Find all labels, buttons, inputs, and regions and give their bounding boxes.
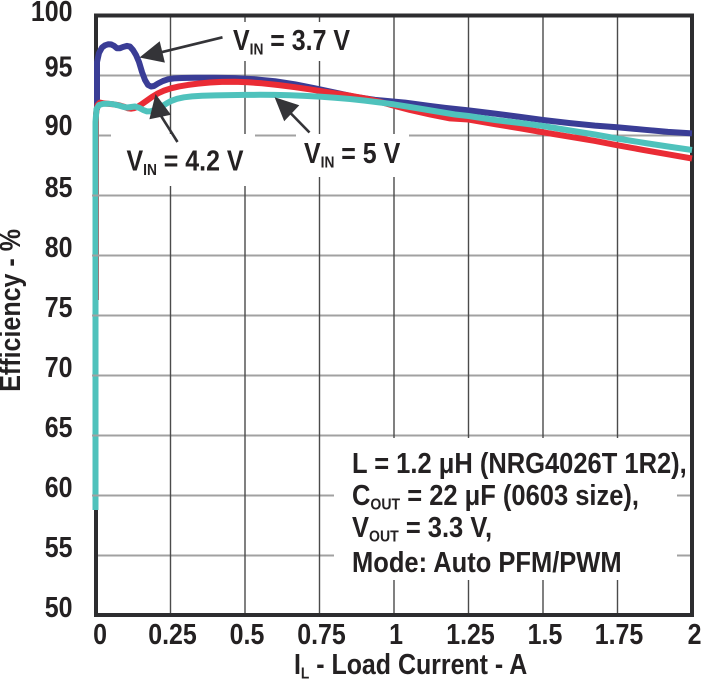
svg-text:VIN = 4.2 V: VIN = 4.2 V [127, 145, 244, 180]
svg-text:1.25: 1.25 [446, 618, 495, 650]
svg-text:IL - Load Current - A: IL - Load Current - A [294, 648, 527, 681]
svg-text:55: 55 [45, 531, 73, 563]
svg-text:Efficiency - %: Efficiency - % [0, 229, 26, 392]
svg-text:0.25: 0.25 [148, 618, 197, 650]
svg-text:1: 1 [389, 618, 403, 650]
svg-text:95: 95 [45, 51, 73, 83]
svg-text:2: 2 [688, 618, 701, 650]
svg-text:70: 70 [45, 351, 73, 383]
svg-text:1.5: 1.5 [528, 618, 563, 650]
svg-text:80: 80 [45, 231, 73, 263]
svg-text:50: 50 [45, 591, 73, 623]
svg-text:75: 75 [45, 291, 73, 323]
svg-text:Mode: Auto PFM/PWM: Mode: Auto PFM/PWM [352, 545, 622, 578]
svg-text:85: 85 [45, 171, 73, 203]
svg-text:L = 1.2 μH (NRG4026T 1R2),: L = 1.2 μH (NRG4026T 1R2), [352, 446, 687, 479]
svg-text:COUT = 22 μF (0603 size),: COUT = 22 μF (0603 size), [352, 478, 639, 513]
svg-text:1.75: 1.75 [595, 618, 644, 650]
svg-text:0: 0 [93, 618, 107, 650]
svg-text:65: 65 [45, 411, 73, 443]
svg-text:100: 100 [31, 0, 73, 27]
svg-text:90: 90 [45, 109, 73, 141]
svg-text:60: 60 [45, 471, 73, 503]
svg-text:VIN = 5 V: VIN = 5 V [304, 137, 400, 172]
svg-text:0.75: 0.75 [297, 618, 346, 650]
svg-text:VOUT = 3.3 V,: VOUT = 3.3 V, [352, 510, 492, 545]
svg-text:0.5: 0.5 [230, 618, 265, 650]
